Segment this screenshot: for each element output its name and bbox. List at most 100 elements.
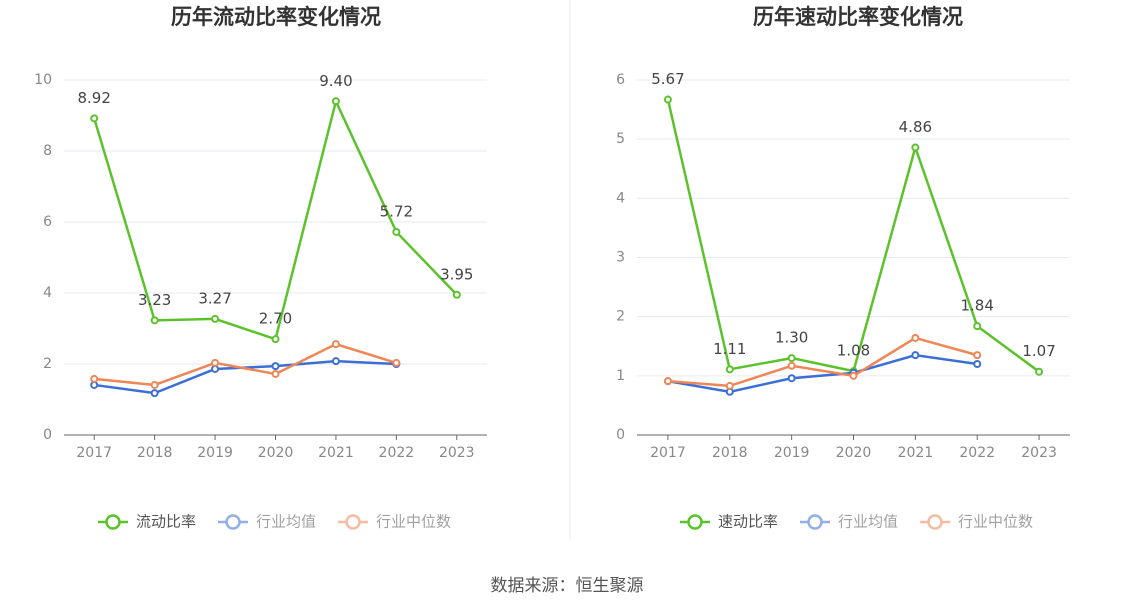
chart: 历年流动比率变化情况 0 2 4 6 8 10 2017 2018 2019 2020 2021 202… bbox=[34, 5, 487, 531]
point bbox=[331, 97, 340, 106]
data-label: 3.23 bbox=[138, 291, 171, 309]
x-tick-label: 2020 bbox=[258, 445, 294, 461]
y-tick-label: 8 bbox=[43, 143, 52, 159]
point bbox=[911, 143, 920, 152]
point bbox=[150, 389, 159, 398]
legend-label: 行业中位数 bbox=[376, 513, 451, 531]
y-tick-label: 0 bbox=[616, 427, 625, 443]
point bbox=[787, 361, 796, 370]
data-label: 3.95 bbox=[440, 265, 473, 283]
legend-item[interactable]: 流动比率 bbox=[98, 513, 196, 531]
series-line bbox=[666, 99, 1040, 373]
legend-label: 行业均值 bbox=[838, 513, 898, 531]
y-tick-label: 2 bbox=[43, 356, 52, 372]
data-label: 1.84 bbox=[961, 297, 994, 315]
point bbox=[90, 114, 99, 123]
x-tick-label: 2021 bbox=[898, 445, 934, 461]
chart-title: 历年速动比率变化情况 bbox=[753, 5, 963, 29]
point bbox=[663, 377, 672, 386]
y-tick-label: 6 bbox=[616, 72, 625, 88]
point bbox=[150, 380, 159, 389]
x-tick-label: 2023 bbox=[439, 445, 475, 461]
point bbox=[973, 351, 982, 360]
chart: 历年速动比率变化情况 0 1 2 3 4 5 6 2017 2018 2019 2020 2021 202… bbox=[616, 5, 1070, 531]
point bbox=[211, 314, 220, 323]
legend-item[interactable]: 行业中位数 bbox=[920, 513, 1033, 531]
chart-title: 历年流动比率变化情况 bbox=[171, 5, 381, 29]
data-label: 5.72 bbox=[380, 202, 413, 220]
point bbox=[211, 358, 220, 367]
data-label: 1.07 bbox=[1022, 342, 1055, 360]
point bbox=[271, 335, 280, 344]
point bbox=[90, 374, 99, 383]
point bbox=[663, 95, 672, 104]
x-tick-label: 2017 bbox=[650, 445, 686, 461]
legend-label: 行业中位数 bbox=[958, 513, 1033, 531]
y-tick-label: 10 bbox=[34, 72, 52, 88]
x-tick-label: 2018 bbox=[137, 445, 173, 461]
legend-marker bbox=[807, 514, 823, 530]
data-label: 1.30 bbox=[775, 329, 808, 347]
point bbox=[725, 365, 734, 374]
x-tick-label: 2022 bbox=[379, 445, 415, 461]
data-label: 5.67 bbox=[651, 70, 684, 88]
series-line bbox=[667, 336, 978, 388]
source: 数据来源：恒生聚源 bbox=[491, 576, 644, 596]
point bbox=[392, 358, 401, 367]
legend-marker bbox=[105, 514, 121, 530]
legend-label: 流动比率 bbox=[136, 513, 196, 531]
legend-marker bbox=[927, 514, 943, 530]
legend-item[interactable]: 速动比率 bbox=[680, 513, 778, 531]
x-tick-label: 2021 bbox=[318, 445, 354, 461]
point bbox=[725, 381, 734, 390]
y-tick-label: 3 bbox=[616, 250, 625, 266]
point bbox=[911, 333, 920, 342]
data-label: 1.11 bbox=[713, 340, 746, 358]
point bbox=[331, 357, 340, 366]
legend-marker bbox=[687, 514, 703, 530]
series-line bbox=[94, 342, 397, 387]
point bbox=[973, 322, 982, 331]
data-label: 9.40 bbox=[319, 72, 352, 90]
x-tick-label: 2019 bbox=[197, 445, 233, 461]
legend-label: 行业均值 bbox=[256, 513, 316, 531]
point bbox=[271, 362, 280, 371]
legend-marker bbox=[345, 514, 361, 530]
data-label: 4.86 bbox=[899, 118, 932, 136]
legend-item[interactable]: 行业均值 bbox=[800, 513, 898, 531]
data-label: 2.70 bbox=[259, 310, 292, 328]
y-tick-label: 2 bbox=[616, 309, 625, 325]
data-label: 1.08 bbox=[837, 342, 870, 360]
x-tick-label: 2017 bbox=[76, 445, 112, 461]
point bbox=[787, 374, 796, 383]
x-tick-label: 2018 bbox=[712, 445, 748, 461]
legend-label: 速动比率 bbox=[718, 513, 778, 531]
series-line bbox=[94, 359, 397, 395]
point bbox=[973, 360, 982, 368]
y-tick-label: 4 bbox=[43, 285, 52, 301]
x-tick-label: 2020 bbox=[836, 445, 872, 461]
point bbox=[150, 316, 159, 325]
x-tick-label: 2023 bbox=[1021, 445, 1057, 461]
point bbox=[911, 351, 920, 360]
data-label: 3.27 bbox=[198, 289, 231, 307]
point bbox=[849, 371, 858, 380]
y-tick-label: 0 bbox=[43, 427, 52, 443]
x-tick-label: 2019 bbox=[774, 445, 810, 461]
y-tick-label: 1 bbox=[616, 368, 625, 384]
y-tick-label: 5 bbox=[616, 131, 625, 147]
legend-item[interactable]: 行业均值 bbox=[218, 513, 316, 531]
legend-marker bbox=[225, 514, 241, 530]
point bbox=[331, 340, 340, 349]
x-tick-label: 2022 bbox=[959, 445, 995, 461]
data-label: 8.92 bbox=[78, 89, 111, 107]
point bbox=[452, 290, 461, 299]
y-tick-label: 6 bbox=[43, 214, 52, 230]
y-tick-label: 4 bbox=[616, 190, 625, 206]
point bbox=[271, 369, 280, 378]
point bbox=[1035, 367, 1044, 376]
point bbox=[392, 227, 401, 236]
point bbox=[787, 354, 796, 363]
legend-item[interactable]: 行业中位数 bbox=[338, 513, 451, 531]
